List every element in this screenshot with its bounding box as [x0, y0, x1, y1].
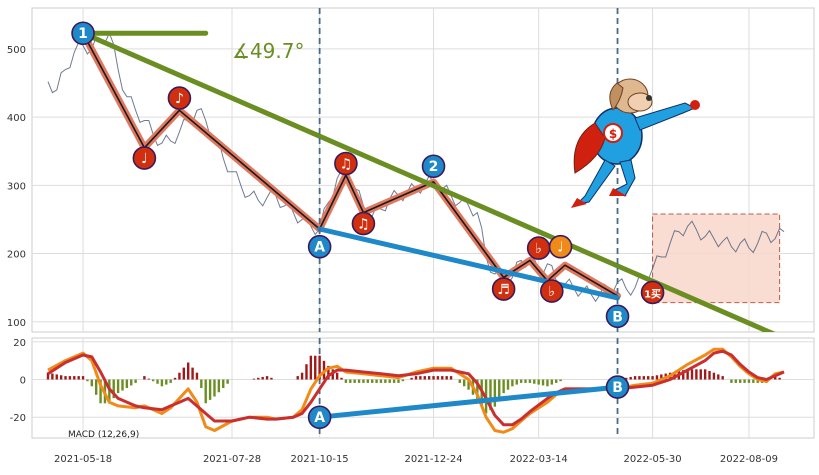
trend-line [80, 30, 776, 332]
marker-blue [307, 234, 332, 259]
x-tick-label: 2021-07-28 [203, 454, 261, 465]
marker-red [132, 146, 157, 170]
mascot-illustration: $ [571, 78, 700, 208]
x-tick-label: 2022-03-14 [510, 454, 568, 465]
x-tick-label: 2021-10-15 [291, 454, 349, 465]
marker-label: 2 [429, 159, 439, 175]
marker-label: 1买 [644, 288, 661, 300]
marker-label: A [314, 410, 325, 426]
x-tick-label: 2022-05-30 [624, 454, 682, 465]
marker-blue [71, 21, 95, 46]
support-line [317, 226, 620, 301]
marker-label: B [612, 309, 623, 325]
price-ytick-label: 100 [7, 318, 26, 329]
marker-red [351, 211, 376, 236]
marker-label: ♭ [535, 241, 542, 257]
price-ytick-label: 200 [7, 250, 26, 261]
marker-label: A [314, 240, 325, 256]
marker-red [491, 277, 516, 301]
marker-label: B [612, 380, 623, 396]
angle-label: ∡49.7° [232, 39, 304, 63]
macd-support-line [317, 384, 620, 420]
macd-legend: MACD (12,26,9) [68, 430, 139, 440]
macd-ytick-label: -20 [10, 413, 26, 424]
marker-red [167, 86, 192, 110]
marker-label: ♭ [549, 284, 556, 300]
marker-label: ♫ [340, 157, 353, 173]
marker-blue [307, 405, 332, 430]
marker-label: ♩ [557, 240, 564, 256]
marker-red [640, 280, 665, 305]
price-ytick-label: 400 [7, 113, 26, 124]
x-tick-label: 2021-12-24 [404, 454, 462, 465]
zigzag-inner-line [82, 32, 618, 297]
marker-blue [605, 375, 630, 399]
marker-blue [605, 304, 630, 329]
x-tick-label: 2022-08-09 [720, 454, 778, 465]
marker-label: ♪ [175, 91, 184, 107]
macd-ytick-label: 0 [20, 376, 26, 387]
signal-line [47, 349, 785, 427]
marker-blue [421, 154, 446, 179]
svg-text:$: $ [609, 127, 617, 141]
x-tick-label: 2021-05-18 [54, 454, 112, 465]
marker-label: ♬ [497, 282, 510, 298]
marker-red [334, 151, 358, 176]
price-ytick-label: 300 [7, 181, 26, 192]
macd-ytick-label: 20 [13, 338, 26, 349]
marker-label: 1 [78, 26, 88, 42]
marker-label: ♫ [357, 217, 370, 233]
marker-red [540, 279, 564, 303]
marker-label: ♩ [141, 151, 148, 167]
price-ytick-label: 500 [7, 45, 26, 56]
marker-orange [548, 234, 573, 259]
macd-line [47, 347, 785, 434]
macd-panel-bg [31, 337, 815, 439]
